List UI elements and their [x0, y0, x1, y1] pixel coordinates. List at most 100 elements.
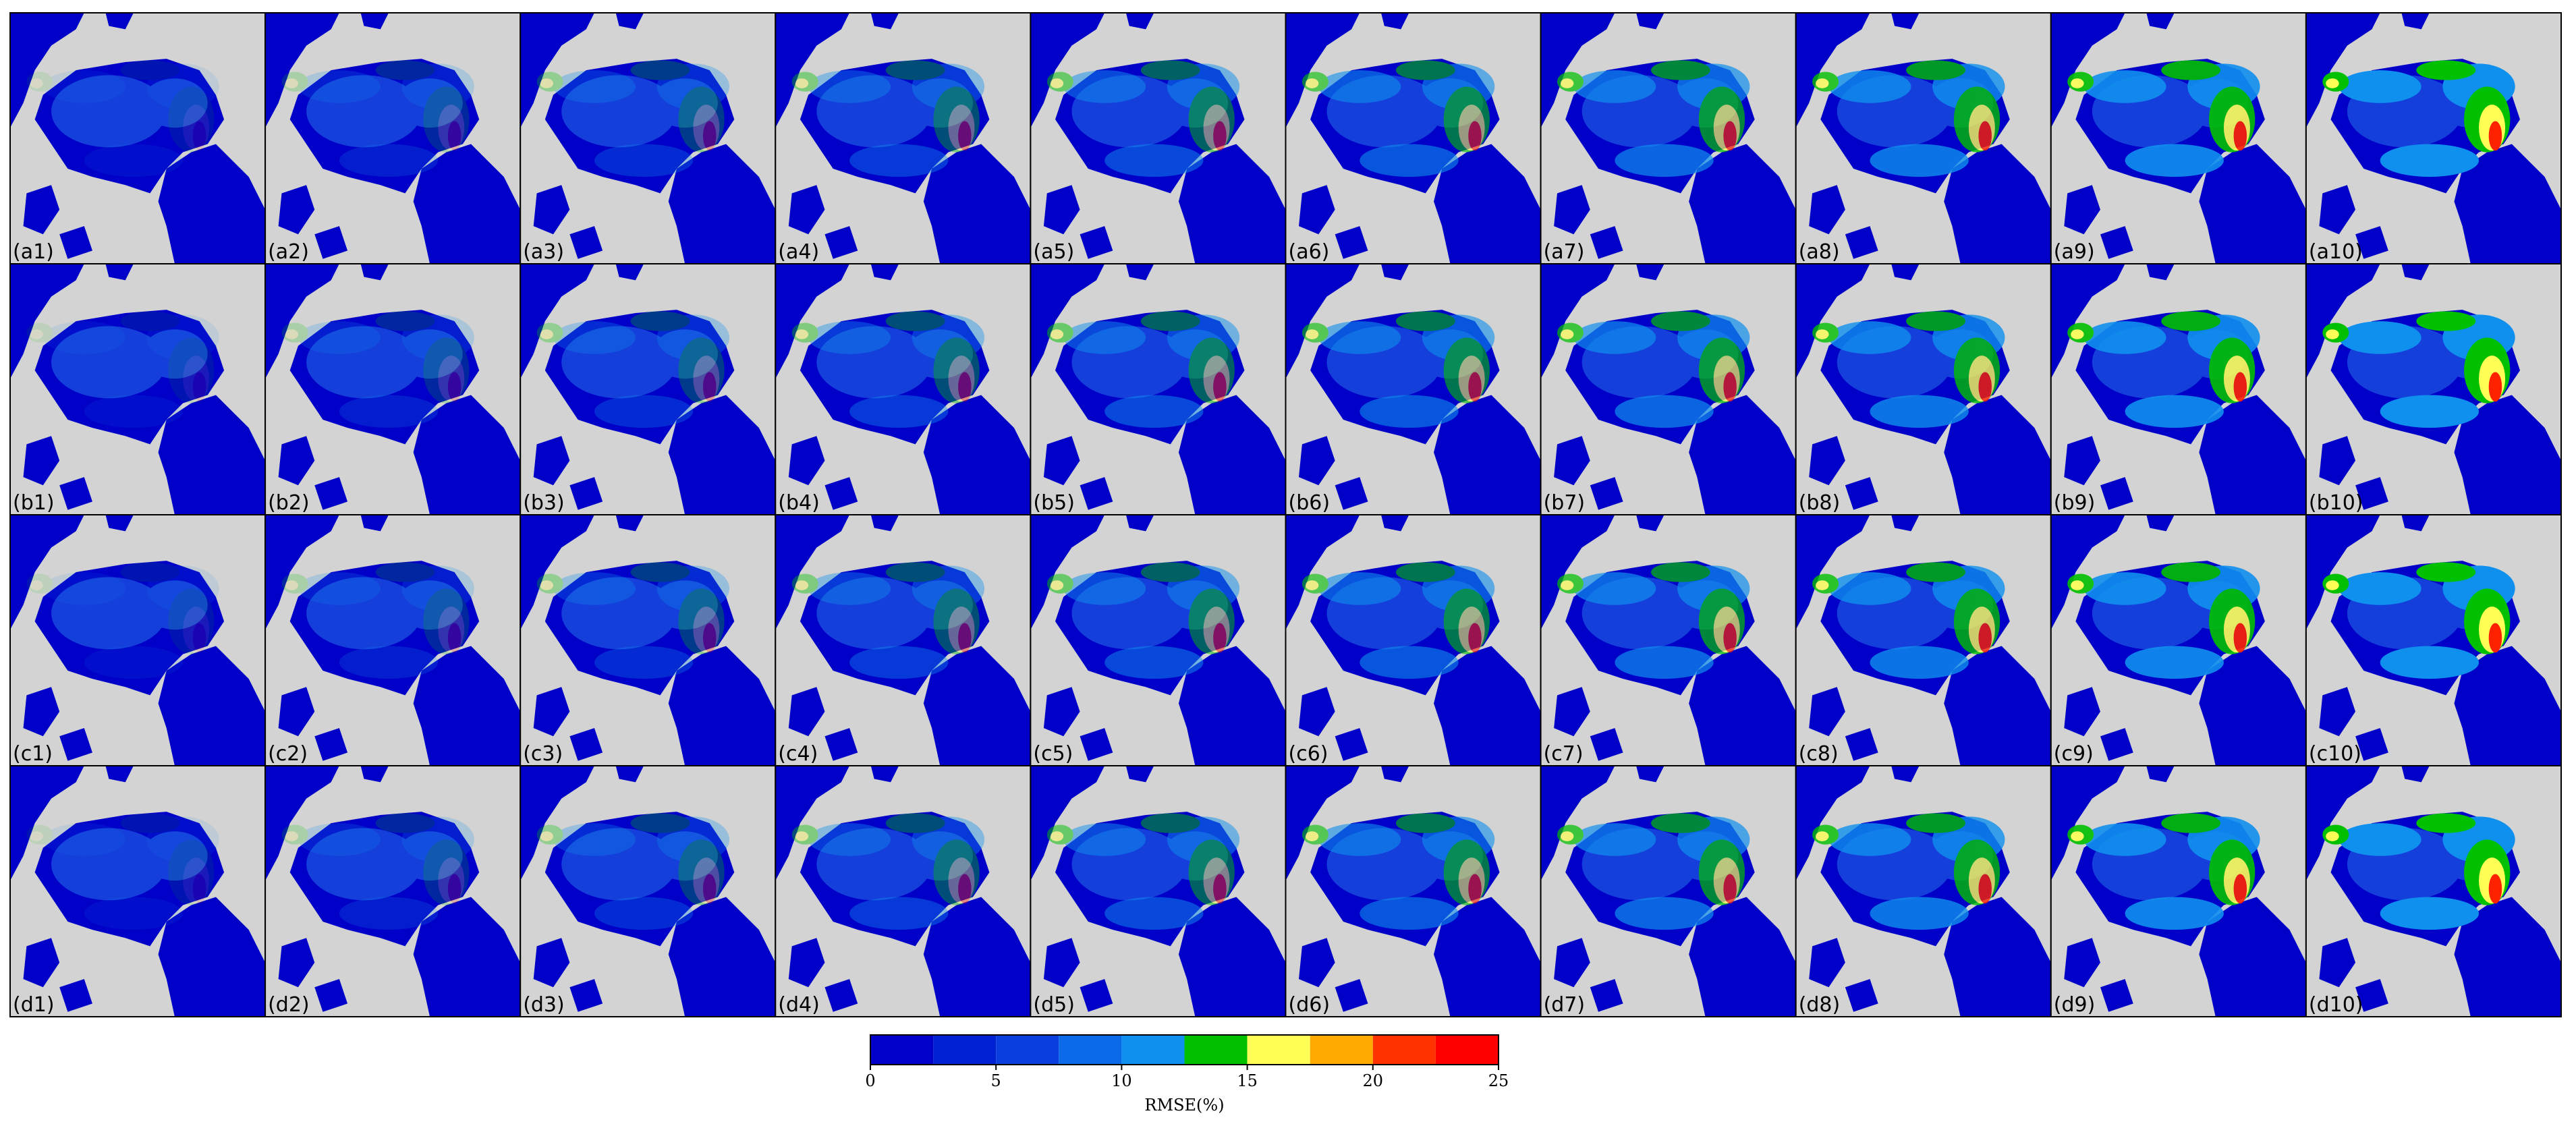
tick-label: 0 [865, 1071, 875, 1090]
colorbar-bin [933, 1035, 997, 1065]
map [520, 515, 776, 766]
map-panel: (d5) [1030, 765, 1287, 1017]
colorbar-bin [1310, 1035, 1373, 1065]
panel-label: (c9) [2054, 742, 2094, 766]
map-panel: (a8) [1795, 12, 2052, 264]
map [1030, 264, 1286, 515]
map-panel: (b1) [9, 263, 267, 515]
map-panel: (d6) [1285, 765, 1542, 1017]
map-panel: (a2) [264, 12, 522, 264]
colorbar-bin [1184, 1035, 1248, 1065]
map [10, 13, 266, 264]
panel-label: (a4) [778, 240, 819, 264]
panel-label: (c6) [1289, 742, 1328, 766]
panel-label: (d4) [778, 993, 820, 1017]
map [2305, 13, 2561, 264]
panel-label: (a7) [1544, 240, 1585, 264]
map [265, 13, 521, 264]
map-panel: (a7) [1540, 12, 1797, 264]
map-panel: (a9) [2050, 12, 2307, 264]
map-panel: (c7) [1540, 514, 1797, 766]
map-panel: (c6) [1285, 514, 1542, 766]
tick-label: 20 [1363, 1071, 1384, 1090]
panel-label: (c2) [268, 742, 308, 766]
panel-label: (d5) [1033, 993, 1075, 1017]
map-panel: (d9) [2050, 765, 2307, 1017]
map-panel: (b10) [2305, 263, 2562, 515]
panel-label: (d7) [1544, 993, 1586, 1017]
map-panel: (d8) [1795, 765, 2052, 1017]
map-panel: (a4) [775, 12, 1032, 264]
map [2050, 515, 2306, 766]
map [1795, 264, 2051, 515]
map-panel: (b5) [1030, 263, 1287, 515]
map-panel: (d1) [9, 765, 267, 1017]
map [1285, 515, 1541, 766]
map-panel: (c4) [775, 514, 1032, 766]
map-panel: (b8) [1795, 263, 2052, 515]
map [1540, 515, 1796, 766]
colorbar-bin [1121, 1035, 1185, 1065]
panel-label: (d1) [13, 993, 55, 1017]
map [2050, 13, 2306, 264]
map [10, 264, 266, 515]
map [265, 264, 521, 515]
map-panel: (b4) [775, 263, 1032, 515]
map [1030, 515, 1286, 766]
map [1795, 13, 2051, 264]
map [520, 264, 776, 515]
map [1285, 264, 1541, 515]
panel-label: (b1) [13, 491, 55, 515]
colorbar-bin [1059, 1035, 1122, 1065]
map-panel: (c10) [2305, 514, 2562, 766]
map-panel: (a5) [1030, 12, 1287, 264]
map-panel: (a6) [1285, 12, 1542, 264]
panel-label: (a1) [13, 240, 54, 264]
panel-label: (a2) [268, 240, 309, 264]
map [1795, 515, 2051, 766]
panel-label: (d3) [523, 993, 565, 1017]
panel-label: (a6) [1289, 240, 1330, 264]
map [2305, 515, 2561, 766]
panel-label: (b7) [1544, 491, 1586, 515]
map [265, 515, 521, 766]
panel-label: (a5) [1033, 240, 1074, 264]
map-panel: (a3) [520, 12, 777, 264]
map-panel: (a1) [9, 12, 267, 264]
tick-label: 15 [1237, 1071, 1258, 1090]
map-panel: (d2) [264, 765, 522, 1017]
map [1540, 766, 1796, 1017]
panel-label: (d6) [1289, 993, 1331, 1017]
map [1285, 766, 1541, 1017]
map-panel: (d4) [775, 765, 1032, 1017]
panel-label: (b10) [2309, 491, 2363, 515]
map-panel: (c1) [9, 514, 267, 766]
panel-label: (d9) [2054, 993, 2096, 1017]
map [2050, 766, 2306, 1017]
panel-label: (c8) [1799, 742, 1839, 766]
colorbar-label: RMSE(%) [1144, 1096, 1224, 1115]
panel-label: (b5) [1033, 491, 1075, 515]
tick-label: 25 [1488, 1071, 1509, 1090]
panel-label: (c10) [2309, 742, 2361, 766]
map-panel: (c2) [264, 514, 522, 766]
map-panel: (b6) [1285, 263, 1542, 515]
map [2305, 766, 2561, 1017]
map-panel: (b7) [1540, 263, 1797, 515]
map [520, 766, 776, 1017]
map-panel: (c5) [1030, 514, 1287, 766]
tick-label: 5 [991, 1071, 1001, 1090]
map-panel: (b2) [264, 263, 522, 515]
panel-label: (d8) [1799, 993, 1841, 1017]
panel-label: (a8) [1799, 240, 1840, 264]
map [10, 766, 266, 1017]
map [10, 515, 266, 766]
map [1030, 766, 1286, 1017]
panel-label: (c7) [1544, 742, 1584, 766]
panel-label: (a9) [2054, 240, 2095, 264]
map-panel: (d3) [520, 765, 777, 1017]
panel-label: (d10) [2309, 993, 2363, 1017]
panel-label: (d2) [268, 993, 310, 1017]
panel-label: (a3) [523, 240, 564, 264]
